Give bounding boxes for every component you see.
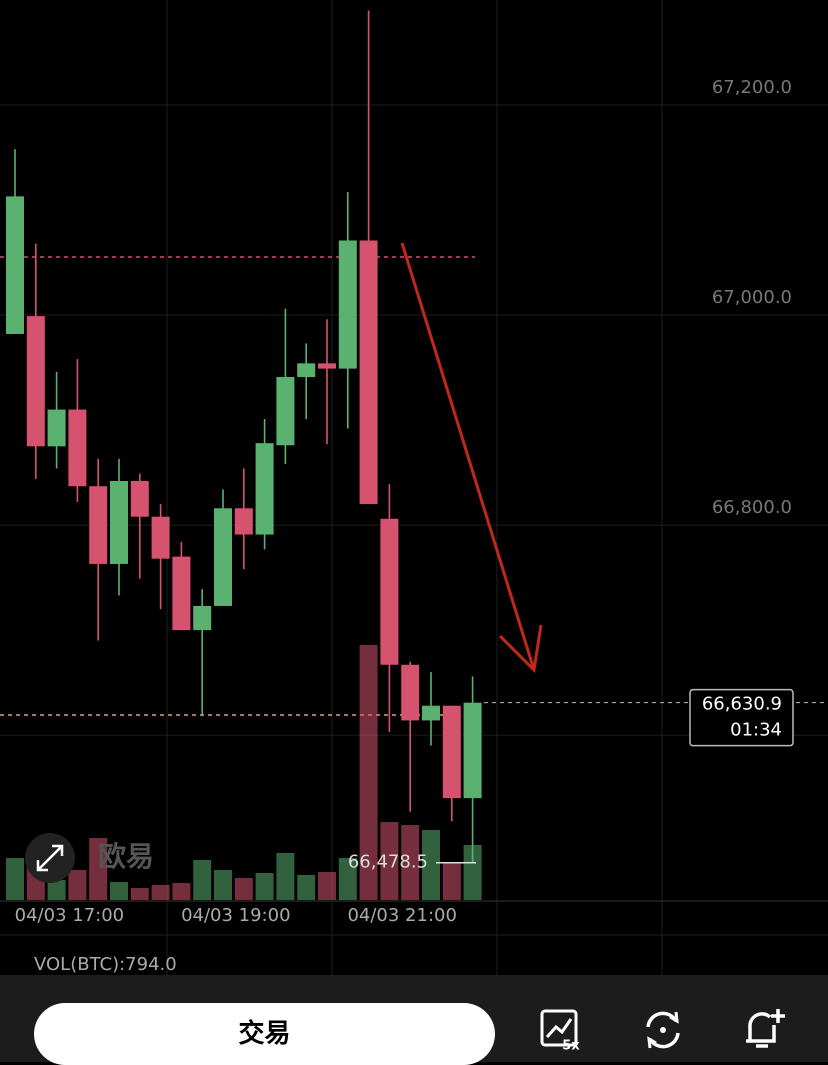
candle-body: [276, 377, 295, 446]
icon-plus: [771, 1009, 785, 1023]
x-tick-label: 04/03 19:00: [181, 905, 290, 926]
candle-body: [359, 240, 378, 505]
trade-button[interactable]: 交易: [34, 1003, 495, 1065]
candle-body: [338, 240, 357, 369]
volume-bar: [380, 822, 399, 900]
candle-body: [380, 518, 399, 665]
candle-body: [214, 508, 232, 606]
candle-body: [401, 664, 420, 721]
volume-bar: [359, 644, 378, 900]
annotation-arrowhead: [498, 624, 543, 674]
last-price-box: [689, 688, 794, 747]
candle-layer: [6, 10, 482, 863]
volume-bar: [193, 859, 212, 900]
last-price-label: 66,630.9: [702, 694, 782, 715]
volume-bar: [151, 884, 170, 900]
volume-bar: [214, 870, 232, 900]
volume-bar: [6, 858, 24, 900]
volume-bar: [110, 881, 128, 900]
volume-bar: [47, 879, 66, 900]
candle-body: [422, 705, 440, 721]
candle-body: [89, 486, 108, 564]
expand-icon: [36, 844, 64, 872]
candle-body: [297, 363, 316, 378]
volume-bar: [401, 824, 420, 900]
price-grid: 67,200.067,000.066,800.066,600.0: [0, 77, 828, 736]
volume-bar: [276, 852, 295, 900]
x-tick-label: 04/03 21:00: [347, 905, 456, 926]
volume-bar: [89, 838, 108, 900]
candle-body: [110, 480, 128, 564]
candle-body: [130, 480, 149, 517]
y-tick-label: 67,200.0: [712, 77, 792, 98]
candle-body: [193, 605, 212, 631]
candle-body: [234, 508, 253, 535]
volume-bar: [422, 829, 440, 900]
volume-bar: [255, 872, 274, 900]
candle-body: [172, 556, 191, 631]
volume-bar: [463, 845, 482, 900]
refresh-button[interactable]: [640, 1007, 686, 1053]
candle-body: [151, 516, 170, 559]
annotation-arrow: [400, 242, 536, 671]
chart: 67,200.067,000.066,800.066,600.0 欧易 VOL(…: [0, 0, 828, 975]
volume-label: VOL(BTC):794.0: [34, 954, 177, 975]
candle-body: [47, 409, 66, 447]
volume-bar: [338, 858, 357, 900]
candle-body: [6, 196, 24, 334]
icon-bell: [746, 1012, 776, 1043]
toolbar: 交易 5x: [0, 975, 828, 1065]
alert-button[interactable]: [742, 1005, 788, 1053]
volume-bar: [318, 872, 336, 900]
candle-body: [255, 443, 274, 535]
icon-arrows: [647, 1011, 679, 1049]
volume-bar: [234, 877, 253, 900]
y-tick-label: 66,800.0: [712, 497, 792, 518]
volume-bar: [442, 861, 461, 900]
x-tick-label: 04/03 17:00: [15, 905, 124, 926]
leverage-badge: 5x: [562, 1039, 580, 1054]
y-tick-label: 67,000.0: [712, 287, 792, 308]
volume-bar: [172, 883, 191, 900]
icon-line: [545, 1018, 573, 1039]
volume-bar: [297, 874, 316, 900]
countdown: 01:34: [730, 720, 782, 741]
volume-bar: [68, 870, 87, 900]
icon-dot: [660, 1027, 666, 1033]
volume-layer: [6, 644, 482, 900]
vertical-grid: [166, 0, 663, 975]
candle-body: [68, 409, 87, 487]
icon-frame: [540, 1009, 578, 1047]
candle-body: [318, 363, 336, 369]
watermark: 欧易: [98, 840, 154, 873]
indicator-button[interactable]: 5x: [538, 1007, 586, 1055]
low-marker-label: 66,478.5: [348, 852, 428, 873]
candle-body: [26, 316, 45, 447]
volume-bar: [130, 888, 149, 900]
candle-body: [463, 702, 482, 799]
candle-body: [442, 705, 461, 799]
